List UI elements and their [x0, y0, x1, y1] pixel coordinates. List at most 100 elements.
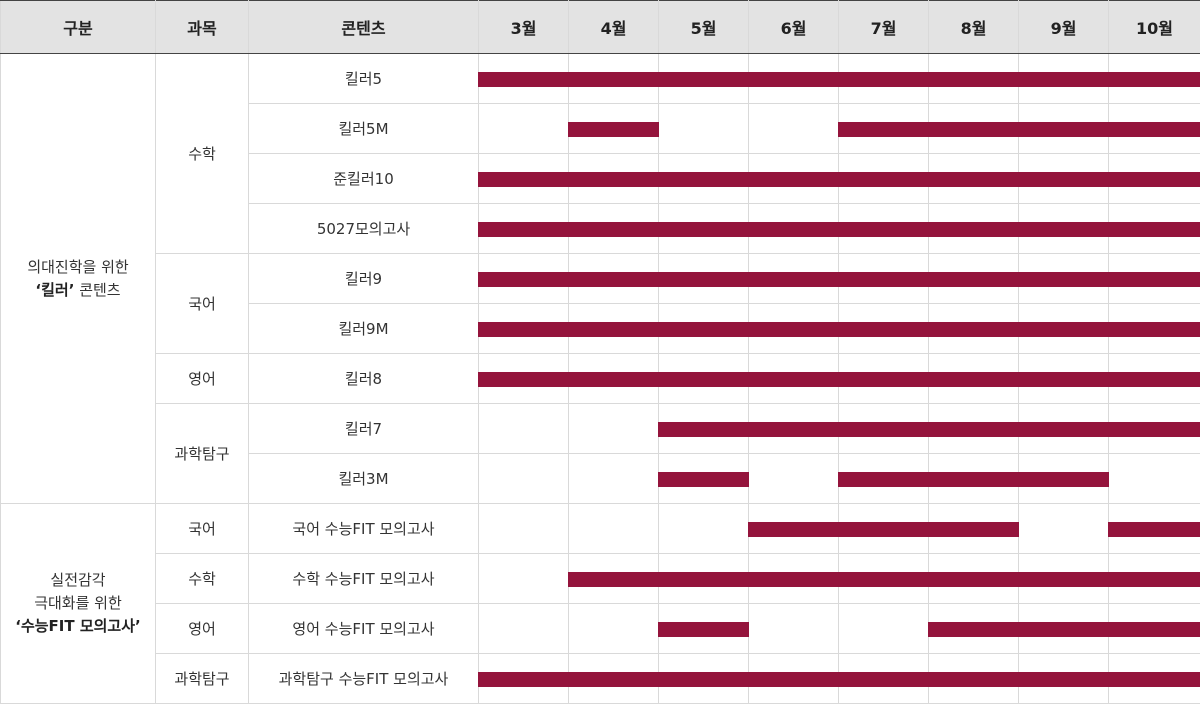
- month-cell: [839, 154, 929, 204]
- month-cell: [929, 654, 1019, 704]
- schedule-bar: [658, 272, 749, 287]
- schedule-bar: [928, 472, 1019, 487]
- schedule-bar: [1108, 622, 1200, 637]
- header-month: 8월: [929, 1, 1019, 54]
- schedule-bar: [1108, 672, 1200, 687]
- schedule-bar: [658, 172, 749, 187]
- month-cell: [659, 154, 749, 204]
- month-cell: [479, 604, 569, 654]
- schedule-bar: [478, 72, 569, 87]
- month-cell: [659, 554, 749, 604]
- month-cell: [659, 254, 749, 304]
- table-row: 실전감각 극대화를 위한 ‘수능FIT 모의고사’ 국어 국어 수능FIT 모의…: [1, 504, 1200, 554]
- month-cell: [569, 404, 659, 454]
- content-cell: 킬러3M: [249, 454, 479, 504]
- month-cell: [1109, 654, 1200, 704]
- content-cell: 킬러5: [249, 54, 479, 104]
- month-cell: [479, 204, 569, 254]
- month-cell: [1019, 204, 1109, 254]
- month-cell: [1109, 554, 1200, 604]
- category-line: ‘킬러’ 콘텐츠: [1, 279, 155, 302]
- content-cell: 수학 수능FIT 모의고사: [249, 554, 479, 604]
- schedule-bar: [1108, 422, 1200, 437]
- schedule-bar: [1018, 122, 1109, 137]
- header-content: 콘텐츠: [249, 1, 479, 54]
- month-cell: [479, 304, 569, 354]
- content-cell: 킬러9M: [249, 304, 479, 354]
- subject-cell: 국어: [156, 254, 249, 354]
- schedule-bar: [478, 672, 569, 687]
- month-cell: [839, 54, 929, 104]
- month-cell: [749, 254, 839, 304]
- month-cell: [1019, 54, 1109, 104]
- month-cell: [569, 504, 659, 554]
- month-cell: [659, 304, 749, 354]
- month-cell: [569, 354, 659, 404]
- month-cell: [749, 654, 839, 704]
- category-highlight: 수능FIT 모의고사: [21, 617, 135, 635]
- category-quote-close: ’: [135, 617, 141, 635]
- month-cell: [749, 54, 839, 104]
- month-cell: [569, 654, 659, 704]
- month-cell: [1019, 504, 1109, 554]
- content-cell: 국어 수능FIT 모의고사: [249, 504, 479, 554]
- table-row: 과학탐구 킬러7: [1, 404, 1200, 454]
- month-cell: [1019, 304, 1109, 354]
- month-cell: [1109, 204, 1200, 254]
- content-cell: 킬러7: [249, 404, 479, 454]
- month-cell: [929, 204, 1019, 254]
- schedule-bar: [1018, 322, 1109, 337]
- month-cell: [479, 654, 569, 704]
- subject-cell: 수학: [156, 554, 249, 604]
- schedule-bar: [928, 172, 1019, 187]
- month-cell: [479, 504, 569, 554]
- month-cell: [1109, 304, 1200, 354]
- schedule-bar: [838, 522, 929, 537]
- month-cell: [1019, 404, 1109, 454]
- schedule-bar: [1108, 272, 1200, 287]
- schedule-bar: [838, 672, 929, 687]
- month-cell: [569, 54, 659, 104]
- schedule-bar: [658, 322, 749, 337]
- schedule-bar: [478, 372, 569, 387]
- month-cell: [749, 554, 839, 604]
- month-cell: [839, 204, 929, 254]
- subject-cell: 과학탐구: [156, 404, 249, 504]
- subject-cell: 영어: [156, 354, 249, 404]
- month-cell: [479, 354, 569, 404]
- schedule-bar: [838, 372, 929, 387]
- subject-cell: 국어: [156, 504, 249, 554]
- content-cell: 킬러9: [249, 254, 479, 304]
- schedule-bar: [1018, 272, 1109, 287]
- month-cell: [479, 554, 569, 604]
- schedule-bar: [1108, 322, 1200, 337]
- schedule-bar: [838, 72, 929, 87]
- month-cell: [749, 204, 839, 254]
- month-cell: [929, 354, 1019, 404]
- month-cell: [929, 104, 1019, 154]
- table-row: 수학 수학 수능FIT 모의고사: [1, 554, 1200, 604]
- content-cell: 킬러5M: [249, 104, 479, 154]
- header-division: 구분: [1, 1, 156, 54]
- month-cell: [1109, 254, 1200, 304]
- schedule-bar: [1018, 172, 1109, 187]
- month-cell: [839, 304, 929, 354]
- schedule-bar: [928, 672, 1019, 687]
- month-cell: [479, 154, 569, 204]
- month-cell: [749, 354, 839, 404]
- month-cell: [1109, 454, 1200, 504]
- month-cell: [1109, 104, 1200, 154]
- month-cell: [569, 554, 659, 604]
- content-cell: 영어 수능FIT 모의고사: [249, 604, 479, 654]
- month-cell: [659, 354, 749, 404]
- subject-cell: 과학탐구: [156, 654, 249, 704]
- header-month: 7월: [839, 1, 929, 54]
- month-cell: [1019, 154, 1109, 204]
- schedule-bar: [838, 322, 929, 337]
- schedule-bar: [838, 572, 929, 587]
- table-header: 구분 과목 콘텐츠 3월 4월 5월 6월 7월 8월 9월 10월: [1, 1, 1200, 54]
- header-month: 9월: [1019, 1, 1109, 54]
- month-cell: [929, 304, 1019, 354]
- schedule-bar: [658, 422, 749, 437]
